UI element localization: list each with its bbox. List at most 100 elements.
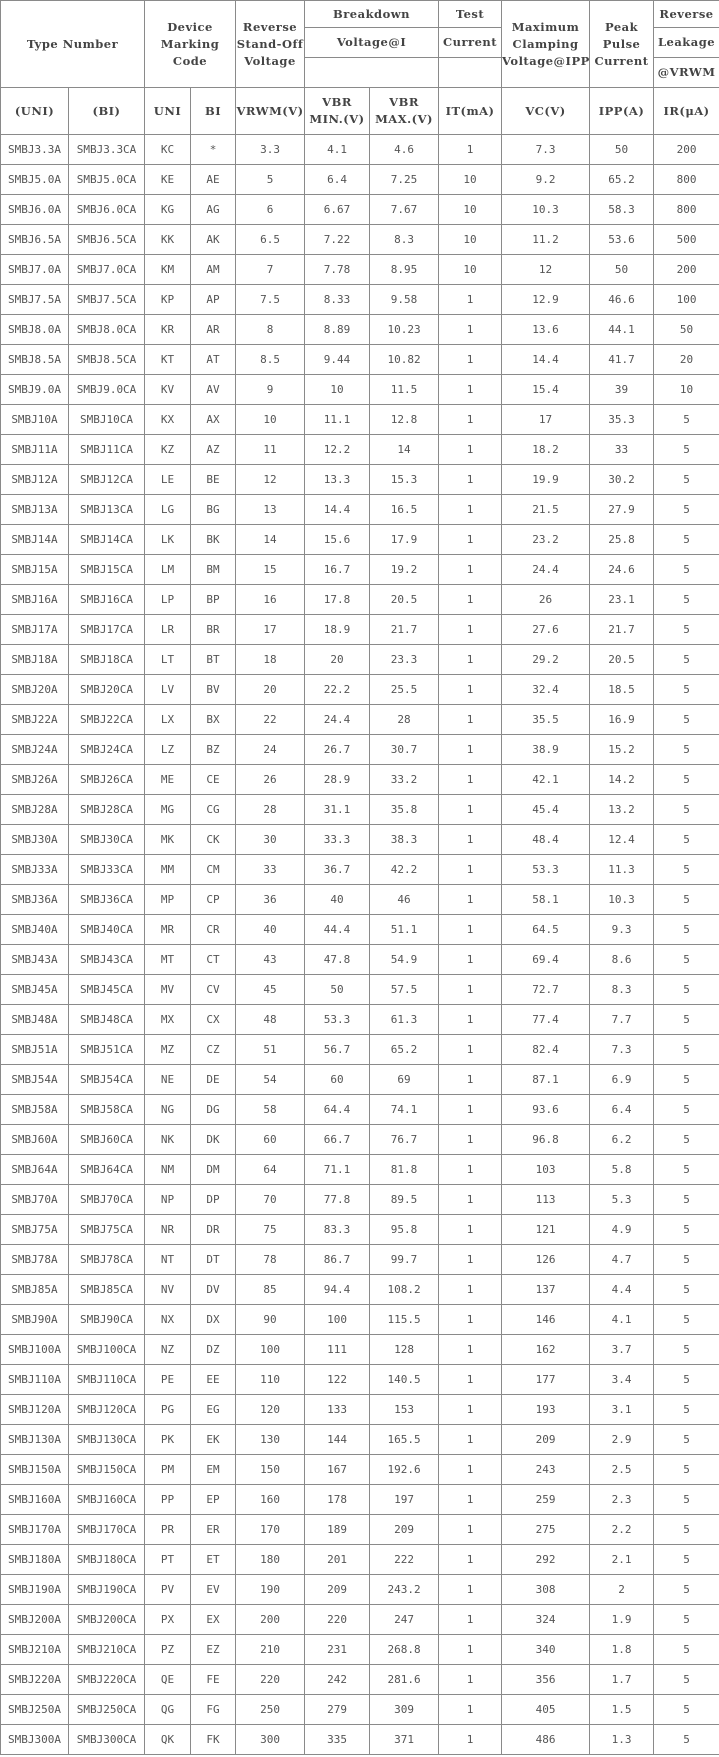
table-cell: 5 xyxy=(653,1124,719,1155)
table-cell: 33.3 xyxy=(304,824,371,855)
table-cell: 17 xyxy=(501,404,591,435)
table-cell: 1 xyxy=(438,1484,503,1515)
table-cell: SMBJ9.0CA xyxy=(67,374,146,405)
table-cell: 1 xyxy=(438,1634,503,1665)
table-cell: LZ xyxy=(144,734,192,765)
table-cell: 7 xyxy=(235,254,306,285)
table-cell: SMBJ18A xyxy=(0,644,69,675)
table-cell: 8 xyxy=(235,314,306,345)
table-cell: 1 xyxy=(438,1664,503,1695)
table-cell: 5 xyxy=(653,764,719,795)
table-cell: 64 xyxy=(235,1154,306,1185)
table-cell: SMBJ160A xyxy=(0,1484,69,1515)
table-cell: 1 xyxy=(438,884,503,915)
table-cell: 24 xyxy=(235,734,306,765)
table-cell: 12 xyxy=(501,254,591,285)
table-cell: 3.3 xyxy=(235,134,306,165)
table-cell: 5 xyxy=(653,1364,719,1395)
table-cell: 150 xyxy=(235,1454,306,1485)
table-cell: SMBJ200A xyxy=(0,1604,69,1635)
table-cell: 210 xyxy=(235,1634,306,1665)
table-cell: 26.7 xyxy=(304,734,371,765)
table-cell: 6.2 xyxy=(589,1124,655,1155)
table-cell: 1 xyxy=(438,404,503,435)
table-cell: 5 xyxy=(653,1094,719,1125)
table-cell: 5 xyxy=(653,704,719,735)
table-cell: SMBJ60CA xyxy=(67,1124,146,1155)
table-cell: 1.5 xyxy=(589,1694,655,1725)
table-cell: 242 xyxy=(304,1664,371,1695)
table-cell: SMBJ110CA xyxy=(67,1364,146,1395)
table-cell: LG xyxy=(144,494,192,525)
unit-header-cell: UNI xyxy=(144,87,192,135)
table-cell: FK xyxy=(190,1724,237,1755)
table-cell: 8.5 xyxy=(235,344,306,375)
table-cell: 1 xyxy=(438,494,503,525)
table-cell: MZ xyxy=(144,1034,192,1065)
table-cell: 10 xyxy=(438,164,503,195)
table-row: SMBJ3.3A SMBJ3.3CA KC * 3.3 4.1 4.6 1 7.3 50 200 xyxy=(0,134,719,165)
table-cell: 5.3 xyxy=(589,1184,655,1215)
table-cell: SMBJ150A xyxy=(0,1454,69,1485)
table-cell: LM xyxy=(144,554,192,585)
table-cell: SMBJ7.5A xyxy=(0,284,69,315)
header-clamping-voltage: Maximum Clamping Voltage@IPP xyxy=(501,0,591,88)
table-cell: SMBJ54CA xyxy=(67,1064,146,1095)
table-cell: 26 xyxy=(501,584,591,615)
unit-header-cell: IPP(A) xyxy=(589,87,655,135)
table-cell: 6.67 xyxy=(304,194,371,225)
table-cell: 160 xyxy=(235,1484,306,1515)
table-cell: SMBJ120CA xyxy=(67,1394,146,1425)
table-cell: 36 xyxy=(235,884,306,915)
table-row: SMBJ5.0A SMBJ5.0CA KE AE 5 6.4 7.25 10 9.2 65.2 80… xyxy=(0,164,719,195)
table-cell: 9.2 xyxy=(501,164,591,195)
table-cell: LV xyxy=(144,674,192,705)
table-cell: 53.3 xyxy=(304,1004,371,1035)
table-cell: SMBJ15A xyxy=(0,554,69,585)
table-cell: KR xyxy=(144,314,192,345)
table-cell: 23.1 xyxy=(589,584,655,615)
table-cell: 115.5 xyxy=(369,1304,440,1335)
table-cell: 20 xyxy=(304,644,371,675)
table-cell: 324 xyxy=(501,1604,591,1635)
table-cell: 1.3 xyxy=(589,1724,655,1755)
unit-header-cell: IT(mA) xyxy=(438,87,503,135)
table-cell: CV xyxy=(190,974,237,1005)
table-cell: DR xyxy=(190,1214,237,1245)
table-cell: 209 xyxy=(369,1514,440,1545)
table-cell: 46 xyxy=(369,884,440,915)
table-row: SMBJ120A SMBJ120CA PG EG 120 133 153 1 193 3.1 5 xyxy=(0,1394,719,1425)
table-cell: 6.5 xyxy=(235,224,306,255)
unit-header-cell: IR(μA) xyxy=(653,87,719,135)
table-cell: 309 xyxy=(369,1694,440,1725)
table-cell: SMBJ16CA xyxy=(67,584,146,615)
table-cell: BV xyxy=(190,674,237,705)
table-cell: SMBJ24CA xyxy=(67,734,146,765)
table-cell: 10 xyxy=(304,374,371,405)
table-cell: 30.2 xyxy=(589,464,655,495)
table-cell: 279 xyxy=(304,1694,371,1725)
table-cell: 5 xyxy=(653,554,719,585)
header-type-number: Type Number xyxy=(0,0,146,88)
table-cell: 1 xyxy=(438,1454,503,1485)
table-row: SMBJ26A SMBJ26CA ME CE 26 28.9 33.2 1 42.1 14.2 5 xyxy=(0,764,719,795)
table-cell: 93.6 xyxy=(501,1094,591,1125)
table-cell: SMBJ24A xyxy=(0,734,69,765)
table-cell: 1 xyxy=(438,1184,503,1215)
table-cell: BR xyxy=(190,614,237,645)
header-reverse: Reverse xyxy=(653,0,719,28)
table-cell: BT xyxy=(190,644,237,675)
table-cell: 66.7 xyxy=(304,1124,371,1155)
table-cell: CM xyxy=(190,854,237,885)
table-cell: 5 xyxy=(653,1184,719,1215)
table-cell: 1 xyxy=(438,1274,503,1305)
table-cell: SMBJ20A xyxy=(0,674,69,705)
table-cell: 197 xyxy=(369,1484,440,1515)
table-cell: 58.3 xyxy=(589,194,655,225)
table-cell: 39 xyxy=(589,374,655,405)
table-cell: FG xyxy=(190,1694,237,1725)
table-cell: 200 xyxy=(653,134,719,165)
table-cell: 1 xyxy=(438,1064,503,1095)
table-cell: 100 xyxy=(653,284,719,315)
table-cell: 24.4 xyxy=(304,704,371,735)
